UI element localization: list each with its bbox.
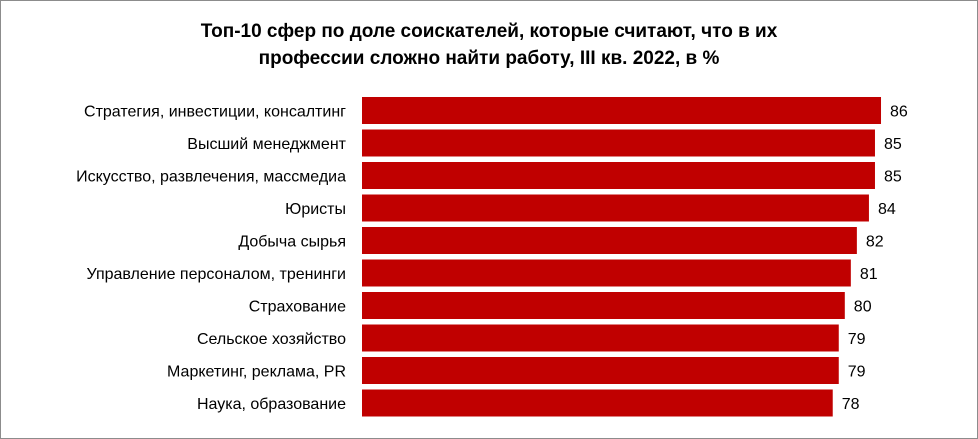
category-label-9: Маркетинг, реклама, PR xyxy=(167,364,346,381)
value-label-9: 79 xyxy=(848,364,866,381)
bar-3 xyxy=(362,162,875,189)
category-label-8: Сельское хозяйство xyxy=(197,331,346,348)
value-label-2: 85 xyxy=(884,136,902,153)
bars-group xyxy=(362,97,882,417)
chart-title-line-1: Топ-10 сфер по доле соискателей, которые… xyxy=(200,21,778,42)
category-label-3: Искусство, развлечения, массмедиа xyxy=(76,169,346,186)
category-label-4: Юристы xyxy=(285,201,346,218)
value-label-6: 81 xyxy=(860,266,878,283)
bar-1 xyxy=(362,97,882,124)
chart-title-line-2: профессии сложно найти работу, III кв. 2… xyxy=(258,48,720,69)
value-label-7: 80 xyxy=(854,299,872,316)
value-labels-group: 86 85 85 84 82 81 80 79 79 78 xyxy=(842,104,908,414)
category-label-2: Высший менеджмент xyxy=(187,136,346,153)
value-label-3: 85 xyxy=(884,169,902,186)
bar-9 xyxy=(362,357,839,384)
category-label-5: Добыча сырья xyxy=(238,234,346,251)
chart-title: Топ-10 сфер по доле соискателей, которые… xyxy=(0,18,978,72)
bar-5 xyxy=(362,227,857,254)
bar-2 xyxy=(362,129,875,157)
category-label-7: Страхование xyxy=(249,299,346,316)
category-label-6: Управление персоналом, тренинги xyxy=(87,266,346,283)
value-label-8: 79 xyxy=(848,331,866,348)
bar-10 xyxy=(362,389,833,417)
value-label-1: 86 xyxy=(890,104,908,121)
category-labels-group: Стратегия, инвестиции, консалтинг Высший … xyxy=(76,104,347,414)
bar-7 xyxy=(362,292,845,319)
bar-4 xyxy=(362,194,869,222)
value-label-4: 84 xyxy=(878,201,896,218)
value-label-10: 78 xyxy=(842,396,860,413)
bar-8 xyxy=(362,324,839,352)
category-label-1: Стратегия, инвестиции, консалтинг xyxy=(84,104,346,121)
bar-6 xyxy=(362,259,851,287)
category-label-10: Наука, образование xyxy=(197,396,346,413)
value-label-5: 82 xyxy=(866,234,884,251)
